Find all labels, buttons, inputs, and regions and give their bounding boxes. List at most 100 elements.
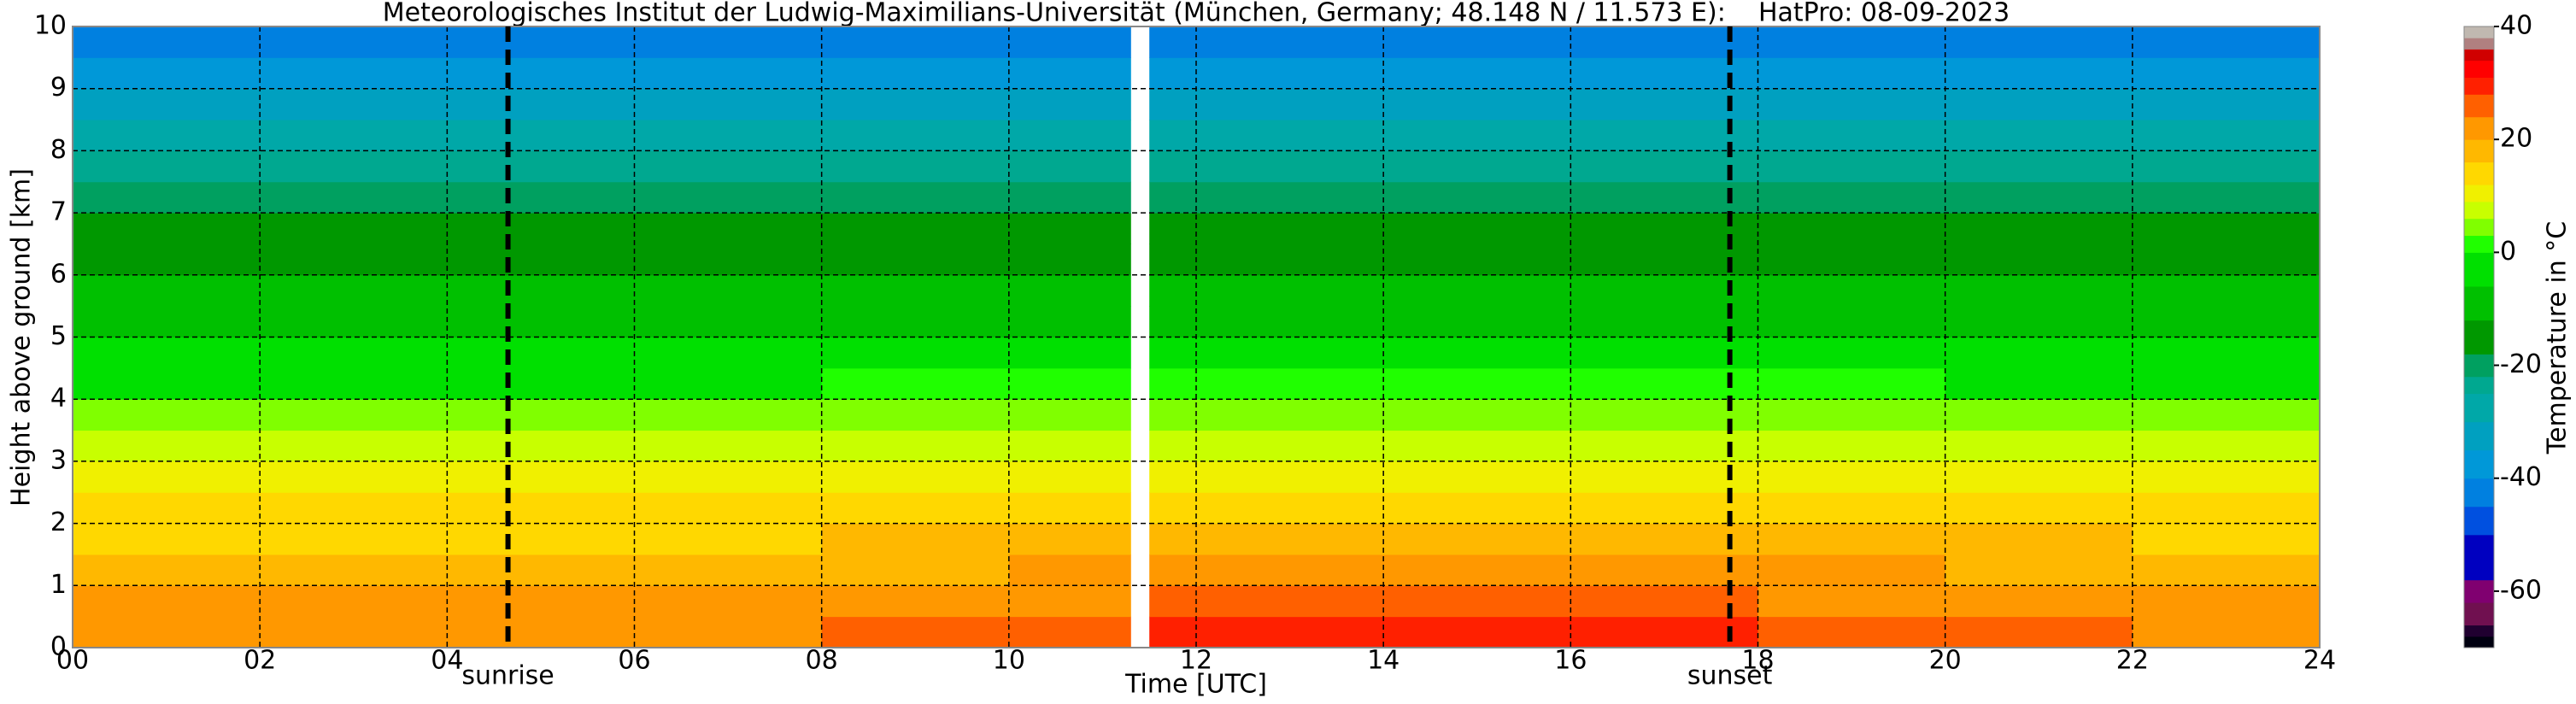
heatmap-cell [821, 88, 1010, 120]
heatmap-cell [2132, 430, 2321, 462]
heatmap-cell [1757, 120, 1946, 151]
heatmap-cell [1008, 554, 1131, 586]
heatmap-cell [1149, 120, 1197, 151]
heatmap-cell [260, 150, 448, 183]
heatmap-cell [1196, 461, 1384, 493]
y-tick-label: 7 [50, 197, 67, 227]
heatmap-cell [260, 430, 448, 462]
heatmap-cell [1757, 181, 1946, 214]
x-tick-label: 24 [2303, 646, 2336, 676]
colorbar-segment [2464, 218, 2494, 237]
heatmap-cell [1149, 243, 1197, 276]
heatmap-cell [1383, 181, 1571, 214]
heatmap-cell [73, 523, 261, 555]
heatmap-cell [73, 554, 261, 586]
colorbar-label: Temperature in °C [2543, 221, 2573, 455]
heatmap-cell [1945, 585, 2133, 618]
heatmap-cell [73, 616, 261, 648]
y-tick-label: 10 [34, 11, 67, 41]
colorbar-frame [2463, 26, 2495, 648]
heatmap-cell [447, 57, 635, 90]
heatmap-cell [73, 57, 261, 90]
colorbar-segment [2464, 77, 2494, 95]
heatmap-cell [2132, 554, 2321, 586]
heatmap-cell [260, 399, 448, 431]
heatmap-cell [2132, 306, 2321, 337]
heatmap-cell [2132, 399, 2321, 431]
heatmap-cell [821, 57, 1010, 90]
heatmap-cell [1008, 367, 1131, 400]
heatmap-cell [1149, 554, 1197, 586]
heatmap-cell [260, 523, 448, 555]
y-tick-label: 4 [50, 384, 67, 414]
heatmap-cell [1570, 57, 1758, 90]
heatmap-cell [73, 337, 261, 369]
heatmap-cell [1149, 461, 1197, 493]
heatmap-cell [1757, 213, 1946, 244]
heatmap-cell [1383, 461, 1571, 493]
heatmap-cell [634, 430, 823, 462]
heatmap-cell [1757, 430, 1946, 462]
heatmap-cell [1383, 274, 1571, 307]
heatmap-cell [1196, 523, 1384, 555]
heatmap-cell [1196, 430, 1384, 462]
colorbar-segment [2464, 393, 2494, 423]
y-tick-label: 0 [50, 632, 67, 662]
heatmap-cell [1757, 616, 1946, 648]
y-tick-label: 2 [50, 507, 67, 537]
heatmap-cell [1945, 181, 2133, 214]
heatmap-cell [2132, 492, 2321, 525]
y-tick-label: 3 [50, 445, 67, 475]
heatmap-cell [821, 430, 1010, 462]
y-tick-label: 6 [50, 259, 67, 289]
heatmap-cell [1149, 181, 1197, 214]
heatmap-cell [1008, 399, 1131, 431]
heatmap-cell [634, 213, 823, 244]
heatmap-cell [821, 120, 1010, 151]
x-tick-label: 08 [806, 646, 838, 676]
colorbar-tick-label: 0 [2500, 237, 2516, 267]
y-tick-label: 9 [50, 73, 67, 103]
heatmap-cell [1196, 213, 1384, 244]
heatmap-cell [1945, 554, 2133, 586]
heatmap-cell [1196, 367, 1384, 400]
heatmap-cell [821, 243, 1010, 276]
heatmap-cell [260, 181, 448, 214]
heatmap-cell [1149, 26, 1197, 58]
heatmap-cell [1008, 150, 1131, 183]
heatmap-cell [73, 120, 261, 151]
colorbar-segment [2464, 354, 2494, 378]
colorbar-segment [2464, 320, 2494, 355]
colorbar-segment [2464, 534, 2494, 581]
heatmap-cell [447, 585, 635, 618]
heatmap-cell [1570, 492, 1758, 525]
heatmap-cell [1757, 88, 1946, 120]
colorbar-segment [2464, 201, 2494, 220]
heatmap-cell [1196, 26, 1384, 58]
heatmap-cell [73, 274, 261, 307]
heatmap-cell [260, 243, 448, 276]
heatmap-cell [1383, 399, 1571, 431]
heatmap-cell [634, 554, 823, 586]
heatmap-cell [1383, 585, 1571, 618]
heatmap-cell [634, 337, 823, 369]
colorbar-segment [2464, 286, 2494, 321]
heatmap-cell [1383, 120, 1571, 151]
heatmap-cell [1945, 367, 2133, 400]
heatmap-cell [1945, 337, 2133, 369]
colorbar-segment [2464, 60, 2494, 78]
heatmap-cell [2132, 120, 2321, 151]
x-tick-label: 18 [1741, 646, 1774, 676]
heatmap-cell [634, 88, 823, 120]
heatmap-cell [447, 523, 635, 555]
heatmap-cell [1570, 585, 1758, 618]
heatmap-cell [1945, 243, 2133, 276]
colorbar-segment [2464, 161, 2494, 185]
colorbar-segment [2464, 26, 2494, 38]
heatmap-cell [73, 243, 261, 276]
heatmap-cell [1383, 554, 1571, 586]
heatmap-cell [1757, 492, 1946, 525]
annotation-label: sunrise [461, 661, 554, 691]
heatmap-cell [1757, 57, 1946, 90]
heatmap-cell [260, 26, 448, 58]
